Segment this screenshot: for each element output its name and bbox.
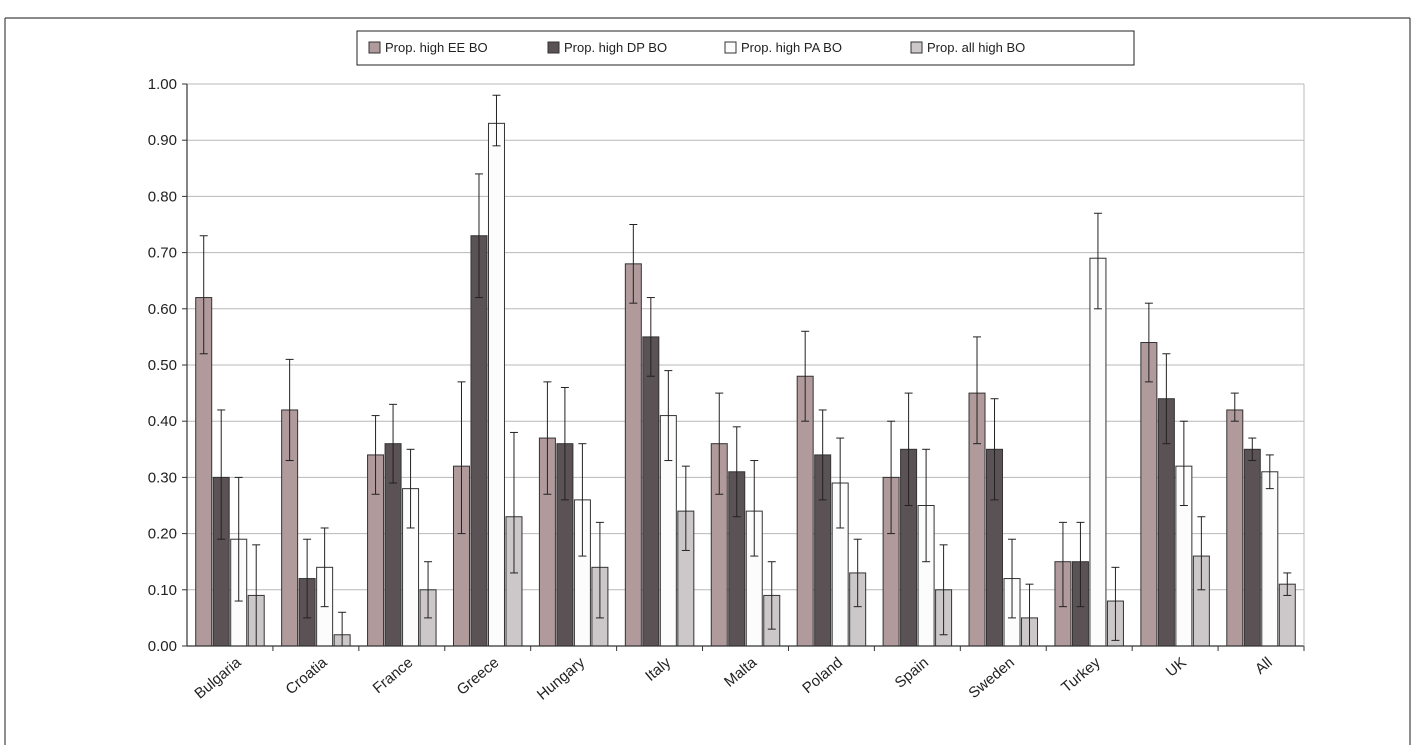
y-tick-label: 0.70 xyxy=(148,245,177,262)
legend-box xyxy=(356,30,1135,66)
gridlines xyxy=(187,83,1304,591)
y-tick-label: 0.80 xyxy=(148,188,177,205)
x-category-label-poland: Poland xyxy=(799,654,846,697)
x-category-label-turkey: Turkey xyxy=(1058,654,1104,696)
bars xyxy=(195,122,1296,647)
x-category-label-france: France xyxy=(370,654,417,697)
legend-label-2: Prop. high DP BO xyxy=(564,40,667,55)
x-category-label-italy: Italy xyxy=(642,654,674,685)
legend: Prop. high EE BO Prop. high DP BO Prop. hi… xyxy=(356,30,1135,66)
y-tick-label: 0.00 xyxy=(148,638,177,655)
y-tick-label: 0.10 xyxy=(148,582,177,599)
legend-swatch-3 xyxy=(724,41,737,54)
bar-turkey-series-3 xyxy=(1089,257,1107,647)
x-category-label-malta: Malta xyxy=(721,654,761,691)
y-tick-label: 1.00 xyxy=(148,76,177,93)
y-axis-ticks: 0.00 0.10 0.20 0.30 0.40 0.50 0.60 0.70 0.80 0.90… xyxy=(148,76,187,655)
y-tick-label: 0.50 xyxy=(148,357,177,374)
legend-swatch-2 xyxy=(547,41,560,54)
x-category-label-spain: Spain xyxy=(892,654,932,692)
x-category-label-bulgaria: Bulgaria xyxy=(191,654,245,703)
y-tick-label: 0.60 xyxy=(148,301,177,318)
x-category-label-all: All xyxy=(1252,654,1276,678)
error-bars xyxy=(199,94,1292,647)
x-category-label-greece: Greece xyxy=(454,654,503,699)
legend-swatch-4 xyxy=(910,41,923,54)
bar-uk-series-1 xyxy=(1140,342,1158,647)
x-category-label-sweden: Sweden xyxy=(965,654,1017,702)
x-axis-labels: Bulgaria Croatia France Greece Hungary Italy M… xyxy=(191,646,1305,704)
legend-swatch-1 xyxy=(368,41,381,54)
legend-label-4: Prop. all high BO xyxy=(927,40,1025,55)
bar-italy-series-2 xyxy=(642,336,660,647)
x-category-label-uk: UK xyxy=(1163,654,1190,680)
bar-all-series-1 xyxy=(1226,409,1244,647)
y-tick-label: 0.20 xyxy=(148,526,177,543)
x-category-label-croatia: Croatia xyxy=(282,654,330,699)
y-tick-label: 0.40 xyxy=(148,413,177,430)
y-tick-label: 0.90 xyxy=(148,132,177,149)
bar-all-series-2 xyxy=(1243,448,1261,647)
bar-greece-series-3 xyxy=(487,122,505,647)
bar-all-series-3 xyxy=(1261,471,1279,647)
legend-label-3: Prop. high PA BO xyxy=(741,40,842,55)
y-tick-label: 0.30 xyxy=(148,469,177,486)
bar-italy-series-1 xyxy=(624,263,642,647)
x-category-label-hungary: Hungary xyxy=(534,654,589,704)
legend-label-1: Prop. high EE BO xyxy=(385,40,488,55)
plot-area: 0.00 0.10 0.20 0.30 0.40 0.50 0.60 0.70 0.80 0.90… xyxy=(148,76,1305,704)
